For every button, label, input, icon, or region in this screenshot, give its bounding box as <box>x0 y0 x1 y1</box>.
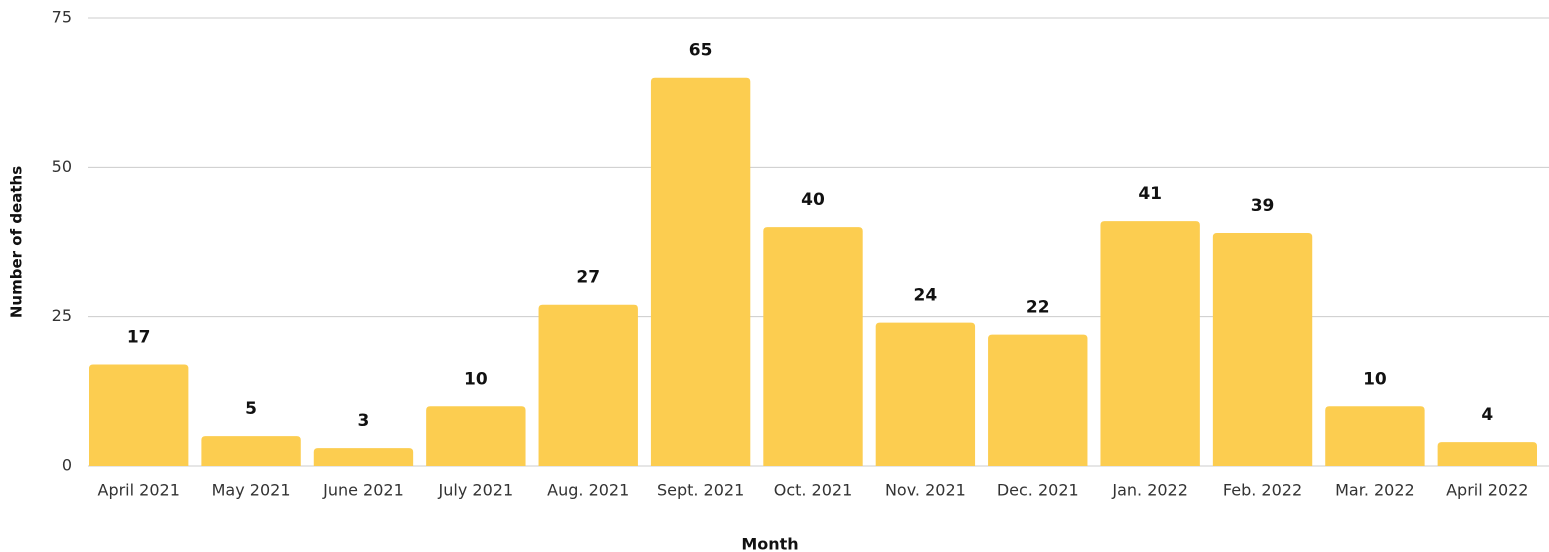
data-label: 10 <box>1363 369 1387 389</box>
x-tick-label: May 2021 <box>212 481 291 500</box>
bar <box>650 77 751 466</box>
bar <box>89 364 189 466</box>
bar <box>1325 406 1425 466</box>
bar <box>201 436 301 466</box>
y-tick-label: 75 <box>52 8 72 27</box>
data-label: 4 <box>1481 405 1493 425</box>
y-tick-label: 25 <box>52 306 72 325</box>
data-label: 5 <box>245 399 257 419</box>
bar <box>538 304 638 466</box>
y-axis-title: Number of deaths <box>8 166 26 318</box>
x-tick-label: April 2022 <box>1446 481 1528 500</box>
x-tick-label: Aug. 2021 <box>547 481 629 500</box>
data-label: 41 <box>1138 184 1162 204</box>
data-label: 24 <box>914 286 938 306</box>
bar <box>875 322 976 466</box>
data-label: 3 <box>358 411 370 431</box>
bar <box>988 334 1088 466</box>
data-label: 17 <box>127 327 151 347</box>
data-label: 22 <box>1026 298 1050 318</box>
data-label: 27 <box>576 268 600 288</box>
x-tick-label: Dec. 2021 <box>997 481 1079 500</box>
y-tick-label: 0 <box>62 456 72 475</box>
bar <box>313 448 414 466</box>
y-tick-label: 50 <box>52 157 72 176</box>
bar <box>1100 221 1200 466</box>
x-tick-label: April 2021 <box>98 481 180 500</box>
x-axis-title: Month <box>741 535 798 552</box>
x-tick-label: Sept. 2021 <box>657 481 744 500</box>
bar <box>763 227 863 466</box>
x-tick-label: Nov. 2021 <box>885 481 966 500</box>
data-label: 65 <box>689 41 713 61</box>
x-tick-label: Feb. 2022 <box>1223 481 1302 500</box>
bar <box>1437 442 1537 466</box>
x-tick-label: July 2021 <box>438 481 514 500</box>
x-tick-label: June 2021 <box>322 481 404 500</box>
bar <box>1212 233 1313 466</box>
data-label: 39 <box>1251 196 1275 216</box>
x-tick-label: Oct. 2021 <box>774 481 853 500</box>
x-tick-label: Mar. 2022 <box>1335 481 1415 500</box>
data-label: 10 <box>464 369 488 389</box>
bar <box>426 406 526 466</box>
data-label: 40 <box>801 190 825 210</box>
x-tick-label: Jan. 2022 <box>1111 481 1188 500</box>
